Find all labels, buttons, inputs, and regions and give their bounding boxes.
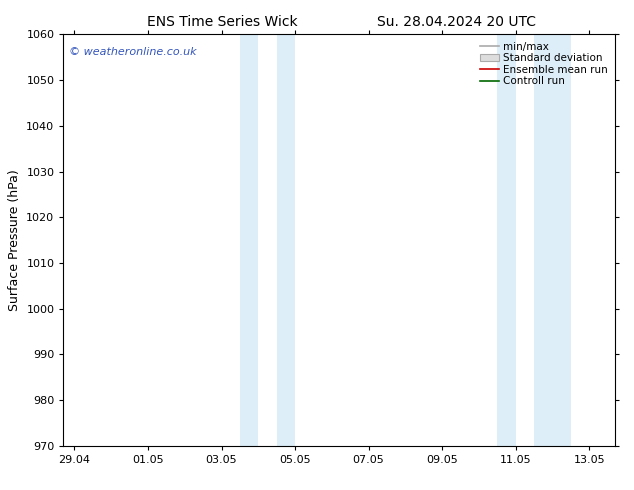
Bar <box>240 34 258 446</box>
Text: Su. 28.04.2024 20 UTC: Su. 28.04.2024 20 UTC <box>377 15 536 29</box>
Text: © weatheronline.co.uk: © weatheronline.co.uk <box>69 47 197 57</box>
Bar <box>276 34 295 446</box>
Bar <box>497 34 515 446</box>
Legend: min/max, Standard deviation, Ensemble mean run, Controll run: min/max, Standard deviation, Ensemble me… <box>478 40 610 88</box>
Bar <box>534 34 571 446</box>
Text: ENS Time Series Wick: ENS Time Series Wick <box>146 15 297 29</box>
Y-axis label: Surface Pressure (hPa): Surface Pressure (hPa) <box>8 169 21 311</box>
